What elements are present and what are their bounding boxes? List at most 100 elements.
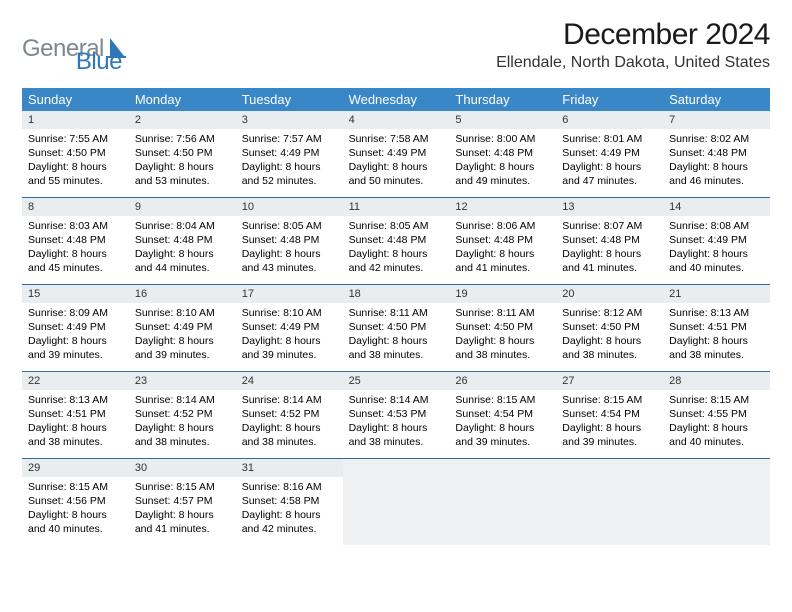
daylight-text: Daylight: 8 hours and 53 minutes. [135, 160, 230, 188]
day-number: 30 [129, 459, 236, 477]
calendar-week: 15Sunrise: 8:09 AMSunset: 4:49 PMDayligh… [22, 284, 770, 371]
day-number: 9 [129, 198, 236, 216]
calendar-cell: 8 Sunrise: 8:03 AMSunset: 4:48 PMDaylight… [22, 198, 129, 284]
day-details: Sunrise: 8:14 AMSunset: 4:52 PMDaylight:… [129, 390, 236, 454]
day-details: Sunrise: 7:58 AMSunset: 4:49 PMDaylight:… [343, 129, 450, 193]
day-number: 19 [449, 285, 556, 303]
sunset-text: Sunset: 4:53 PM [349, 407, 444, 421]
day-details: Sunrise: 8:11 AMSunset: 4:50 PMDaylight:… [449, 303, 556, 367]
logo: General Blue [22, 22, 122, 76]
sunrise-text: Sunrise: 8:00 AM [455, 132, 550, 146]
day-number: 16 [129, 285, 236, 303]
day-number: 12 [449, 198, 556, 216]
sunrise-text: Sunrise: 8:11 AM [455, 306, 550, 320]
calendar-cell: 10Sunrise: 8:05 AMSunset: 4:48 PMDayligh… [236, 198, 343, 284]
sunrise-text: Sunrise: 7:58 AM [349, 132, 444, 146]
sunset-text: Sunset: 4:51 PM [28, 407, 123, 421]
sunrise-text: Sunrise: 8:04 AM [135, 219, 230, 233]
calendar-cell: 2Sunrise: 7:56 AMSunset: 4:50 PMDaylight… [129, 111, 236, 197]
weekday-header: SundayMondayTuesdayWednesdayThursdayFrid… [22, 88, 770, 111]
sunrise-text: Sunrise: 8:11 AM [349, 306, 444, 320]
calendar-cell: 3Sunrise: 7:57 AMSunset: 4:49 PMDaylight… [236, 111, 343, 197]
daylight-text: Daylight: 8 hours and 41 minutes. [562, 247, 657, 275]
weekday-label: Saturday [663, 88, 770, 111]
daylight-text: Daylight: 8 hours and 38 minutes. [455, 334, 550, 362]
day-number: 14 [663, 198, 770, 216]
calendar-cell-empty [663, 459, 770, 545]
logo-text-blue: Blue [76, 48, 122, 76]
calendar-week: 8Sunrise: 8:03 AMSunset: 4:48 PMDaylight… [22, 197, 770, 284]
sunrise-text: Sunrise: 8:07 AM [562, 219, 657, 233]
daylight-text: Daylight: 8 hours and 38 minutes. [242, 421, 337, 449]
sunset-text: Sunset: 4:49 PM [349, 146, 444, 160]
day-details: Sunrise: 8:13 AMSunset: 4:51 PMDaylight:… [22, 390, 129, 454]
weekday-label: Monday [129, 88, 236, 111]
sunset-text: Sunset: 4:48 PM [135, 233, 230, 247]
day-details: Sunrise: 8:15 AMSunset: 4:56 PMDaylight:… [22, 477, 129, 541]
day-details: Sunrise: 8:05 AMSunset: 4:48 PMDaylight:… [343, 216, 450, 280]
day-details: Sunrise: 8:08 AMSunset: 4:49 PMDaylight:… [663, 216, 770, 280]
calendar-cell: 14Sunrise: 8:08 AMSunset: 4:49 PMDayligh… [663, 198, 770, 284]
sunset-text: Sunset: 4:50 PM [562, 320, 657, 334]
day-number: 3 [236, 111, 343, 129]
sunrise-text: Sunrise: 8:10 AM [135, 306, 230, 320]
calendar-cell: 16Sunrise: 8:10 AMSunset: 4:49 PMDayligh… [129, 285, 236, 371]
sunrise-text: Sunrise: 8:03 AM [28, 219, 123, 233]
sunrise-text: Sunrise: 8:15 AM [669, 393, 764, 407]
daylight-text: Daylight: 8 hours and 45 minutes. [28, 247, 123, 275]
day-number: 22 [22, 372, 129, 390]
calendar-cell: 12Sunrise: 8:06 AMSunset: 4:48 PMDayligh… [449, 198, 556, 284]
sunset-text: Sunset: 4:49 PM [28, 320, 123, 334]
sunrise-text: Sunrise: 8:08 AM [669, 219, 764, 233]
sunrise-text: Sunrise: 8:15 AM [28, 480, 123, 494]
daylight-text: Daylight: 8 hours and 39 minutes. [455, 421, 550, 449]
sunset-text: Sunset: 4:51 PM [669, 320, 764, 334]
weekday-label: Thursday [449, 88, 556, 111]
daylight-text: Daylight: 8 hours and 52 minutes. [242, 160, 337, 188]
sunrise-text: Sunrise: 8:14 AM [135, 393, 230, 407]
daylight-text: Daylight: 8 hours and 38 minutes. [135, 421, 230, 449]
sunrise-text: Sunrise: 8:13 AM [669, 306, 764, 320]
daylight-text: Daylight: 8 hours and 43 minutes. [242, 247, 337, 275]
daylight-text: Daylight: 8 hours and 40 minutes. [669, 247, 764, 275]
day-number: 27 [556, 372, 663, 390]
sunset-text: Sunset: 4:48 PM [669, 146, 764, 160]
day-number: 25 [343, 372, 450, 390]
day-number: 23 [129, 372, 236, 390]
day-details: Sunrise: 7:55 AMSunset: 4:50 PMDaylight:… [22, 129, 129, 193]
calendar-cell: 13Sunrise: 8:07 AMSunset: 4:48 PMDayligh… [556, 198, 663, 284]
daylight-text: Daylight: 8 hours and 49 minutes. [455, 160, 550, 188]
calendar-week: 29Sunrise: 8:15 AMSunset: 4:56 PMDayligh… [22, 458, 770, 545]
day-details: Sunrise: 8:15 AMSunset: 4:55 PMDaylight:… [663, 390, 770, 454]
sunset-text: Sunset: 4:48 PM [455, 146, 550, 160]
sunset-text: Sunset: 4:49 PM [242, 320, 337, 334]
calendar-cell: 1Sunrise: 7:55 AMSunset: 4:50 PMDaylight… [22, 111, 129, 197]
calendar: SundayMondayTuesdayWednesdayThursdayFrid… [22, 88, 770, 545]
day-number: 8 [22, 198, 129, 216]
sunset-text: Sunset: 4:48 PM [455, 233, 550, 247]
calendar-cell: 27Sunrise: 8:15 AMSunset: 4:54 PMDayligh… [556, 372, 663, 458]
day-details: Sunrise: 7:56 AMSunset: 4:50 PMDaylight:… [129, 129, 236, 193]
sunrise-text: Sunrise: 7:57 AM [242, 132, 337, 146]
calendar-cell: 9Sunrise: 8:04 AMSunset: 4:48 PMDaylight… [129, 198, 236, 284]
day-number: 31 [236, 459, 343, 477]
calendar-cell: 31Sunrise: 8:16 AMSunset: 4:58 PMDayligh… [236, 459, 343, 545]
weeks-container: 1Sunrise: 7:55 AMSunset: 4:50 PMDaylight… [22, 111, 770, 545]
calendar-week: 22Sunrise: 8:13 AMSunset: 4:51 PMDayligh… [22, 371, 770, 458]
sunrise-text: Sunrise: 8:15 AM [562, 393, 657, 407]
day-number: 11 [343, 198, 450, 216]
day-number: 13 [556, 198, 663, 216]
calendar-cell: 22Sunrise: 8:13 AMSunset: 4:51 PMDayligh… [22, 372, 129, 458]
sunset-text: Sunset: 4:48 PM [28, 233, 123, 247]
day-details: Sunrise: 8:10 AMSunset: 4:49 PMDaylight:… [236, 303, 343, 367]
day-details: Sunrise: 8:06 AMSunset: 4:48 PMDaylight:… [449, 216, 556, 280]
day-number: 20 [556, 285, 663, 303]
sunset-text: Sunset: 4:55 PM [669, 407, 764, 421]
day-number: 6 [556, 111, 663, 129]
sunrise-text: Sunrise: 8:14 AM [349, 393, 444, 407]
sunrise-text: Sunrise: 8:06 AM [455, 219, 550, 233]
day-details: Sunrise: 8:14 AMSunset: 4:52 PMDaylight:… [236, 390, 343, 454]
day-details: Sunrise: 8:13 AMSunset: 4:51 PMDaylight:… [663, 303, 770, 367]
sunrise-text: Sunrise: 8:14 AM [242, 393, 337, 407]
calendar-cell: 7Sunrise: 8:02 AMSunset: 4:48 PMDaylight… [663, 111, 770, 197]
